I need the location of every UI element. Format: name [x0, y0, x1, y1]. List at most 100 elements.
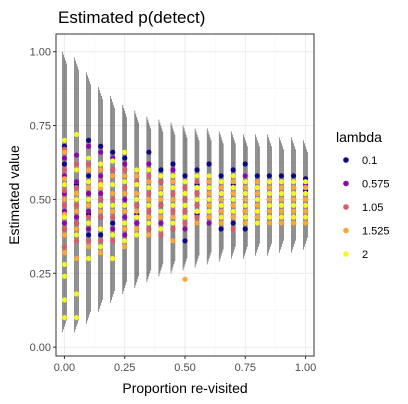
legend-key [343, 157, 349, 163]
data-point [302, 202, 309, 208]
data-point [230, 220, 236, 226]
data-point [302, 220, 309, 226]
data-point [73, 190, 80, 197]
data-point [85, 190, 92, 197]
data-point [73, 238, 80, 244]
data-point [73, 179, 80, 185]
data-point [61, 149, 68, 155]
data-point [85, 220, 92, 226]
data-point [206, 202, 212, 208]
data-point [218, 208, 224, 214]
data-point [85, 196, 92, 203]
data-point [218, 202, 224, 208]
data-point [122, 173, 128, 179]
data-point [206, 190, 212, 197]
data-point [122, 232, 128, 238]
data-point [206, 208, 212, 214]
data-point [98, 202, 104, 208]
data-point [170, 238, 176, 244]
data-point [110, 182, 116, 188]
data-point [134, 208, 140, 214]
data-point [158, 185, 164, 191]
data-point [230, 226, 236, 232]
data-point [122, 155, 128, 161]
data-point [170, 173, 176, 179]
data-point [158, 232, 164, 238]
data-point [218, 179, 224, 185]
data-point [122, 208, 128, 214]
x-tick-label: 0.75 [235, 362, 256, 374]
data-point [194, 208, 200, 214]
data-point [98, 238, 104, 244]
data-point [98, 190, 104, 197]
legend-key [343, 227, 349, 234]
data-point [122, 202, 128, 208]
data-point [170, 202, 176, 208]
data-point [158, 214, 164, 220]
data-point [290, 190, 297, 197]
data-point [146, 190, 152, 197]
data-point [146, 220, 152, 226]
data-point [158, 167, 164, 173]
data-point [278, 220, 285, 226]
data-point [302, 179, 309, 185]
data-point [61, 220, 68, 226]
data-point [73, 208, 80, 214]
data-point [146, 179, 152, 185]
data-point [61, 261, 68, 268]
data-point [122, 244, 128, 250]
data-point [290, 202, 297, 208]
data-point [61, 182, 68, 188]
data-point [110, 173, 116, 179]
data-point [290, 220, 297, 226]
data-point [110, 190, 116, 197]
x-axis-title: Proportion re-visited [122, 380, 247, 396]
data-point [230, 208, 236, 214]
data-point [146, 202, 152, 208]
data-point [73, 220, 80, 226]
data-point [122, 238, 128, 244]
data-point [98, 182, 104, 188]
data-point [206, 161, 212, 167]
data-point [194, 173, 200, 179]
chart-title: Estimated p(detect) [58, 8, 205, 27]
data-point [122, 226, 128, 232]
data-point [158, 220, 164, 226]
data-point [266, 190, 272, 197]
data-point [278, 185, 285, 191]
data-point [85, 226, 92, 232]
data-point [134, 202, 140, 208]
data-point [230, 185, 236, 191]
data-point [85, 208, 92, 214]
data-point [134, 232, 140, 238]
data-point [254, 214, 260, 220]
legend-label: 1.525 [362, 226, 390, 238]
data-point [98, 244, 104, 250]
data-point [218, 185, 224, 191]
data-point [158, 190, 164, 197]
data-point [218, 173, 224, 179]
legend-label: 2 [362, 249, 368, 261]
data-point [278, 202, 285, 208]
data-point [61, 226, 68, 232]
data-point [242, 179, 248, 185]
data-point [158, 226, 164, 232]
data-point [278, 208, 285, 214]
data-point [85, 179, 92, 185]
data-point [230, 196, 236, 203]
data-point [230, 214, 236, 220]
data-point [230, 167, 236, 173]
plot-panel [55, 33, 315, 357]
data-point [110, 220, 116, 226]
data-point [182, 220, 188, 226]
data-point [302, 185, 309, 191]
data-point [194, 179, 200, 185]
data-point [85, 137, 92, 143]
data-point [85, 255, 92, 262]
y-tick-label: 1.00 [30, 47, 51, 59]
data-point [134, 182, 140, 188]
data-point [170, 214, 176, 220]
data-point [266, 179, 272, 185]
data-point [122, 149, 128, 155]
data-point [206, 173, 212, 179]
